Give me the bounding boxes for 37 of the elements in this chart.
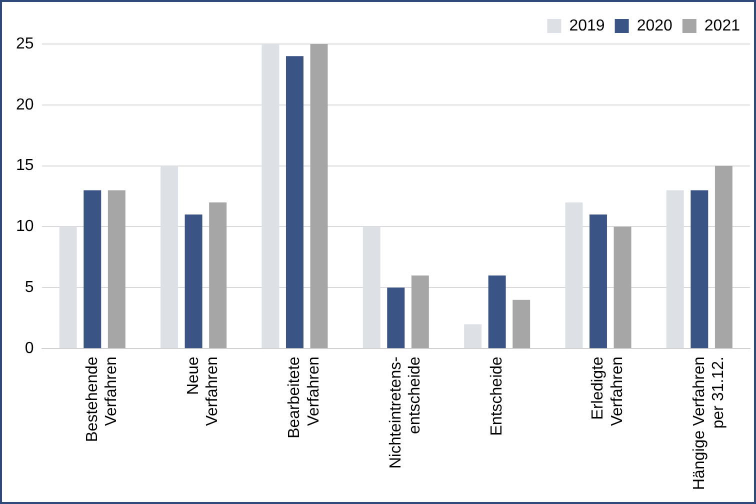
- bar: [714, 166, 732, 348]
- x-tick-label: Hängige Verfahren per 31.12.: [690, 356, 728, 490]
- bar: [184, 214, 202, 348]
- x-tick-label: Erledigte Verfahren: [590, 356, 626, 426]
- bar: [160, 166, 178, 348]
- bar: [286, 56, 304, 348]
- bar: [488, 275, 506, 348]
- y-tick-label: 5: [24, 279, 34, 296]
- y-tick-label: 0: [24, 340, 34, 357]
- x-tick-label: Entscheide: [488, 356, 506, 436]
- bar: [666, 190, 684, 348]
- bar: [411, 275, 429, 348]
- bar: [464, 324, 482, 348]
- legend-label: 2019: [569, 17, 605, 34]
- bar: [590, 214, 607, 348]
- bar: [84, 190, 102, 348]
- bar: [512, 300, 530, 348]
- y-tick-label: 15: [16, 157, 34, 174]
- bar: [387, 288, 405, 348]
- bar: [310, 44, 328, 348]
- x-tick-label: Nichteintretens- entscheide: [387, 356, 424, 469]
- y-tick-label: 10: [16, 218, 34, 236]
- y-tick-label: 25: [16, 35, 34, 52]
- bar: [690, 190, 708, 348]
- bar: [59, 226, 77, 348]
- bar: [262, 44, 280, 348]
- x-tick-label: Bearbeitete Verfahren: [286, 356, 322, 438]
- bar: [565, 202, 583, 348]
- bar: [614, 226, 632, 348]
- bar: [209, 202, 227, 348]
- legend-label: 2021: [704, 17, 740, 34]
- legend-label: 2020: [636, 17, 673, 34]
- x-tick-label: Bestehende Verfahren: [84, 356, 120, 442]
- x-tick-label: Neue Verfahren: [184, 356, 222, 426]
- bar: [108, 190, 126, 348]
- bar: [362, 226, 380, 348]
- y-tick-label: 20: [16, 96, 34, 114]
